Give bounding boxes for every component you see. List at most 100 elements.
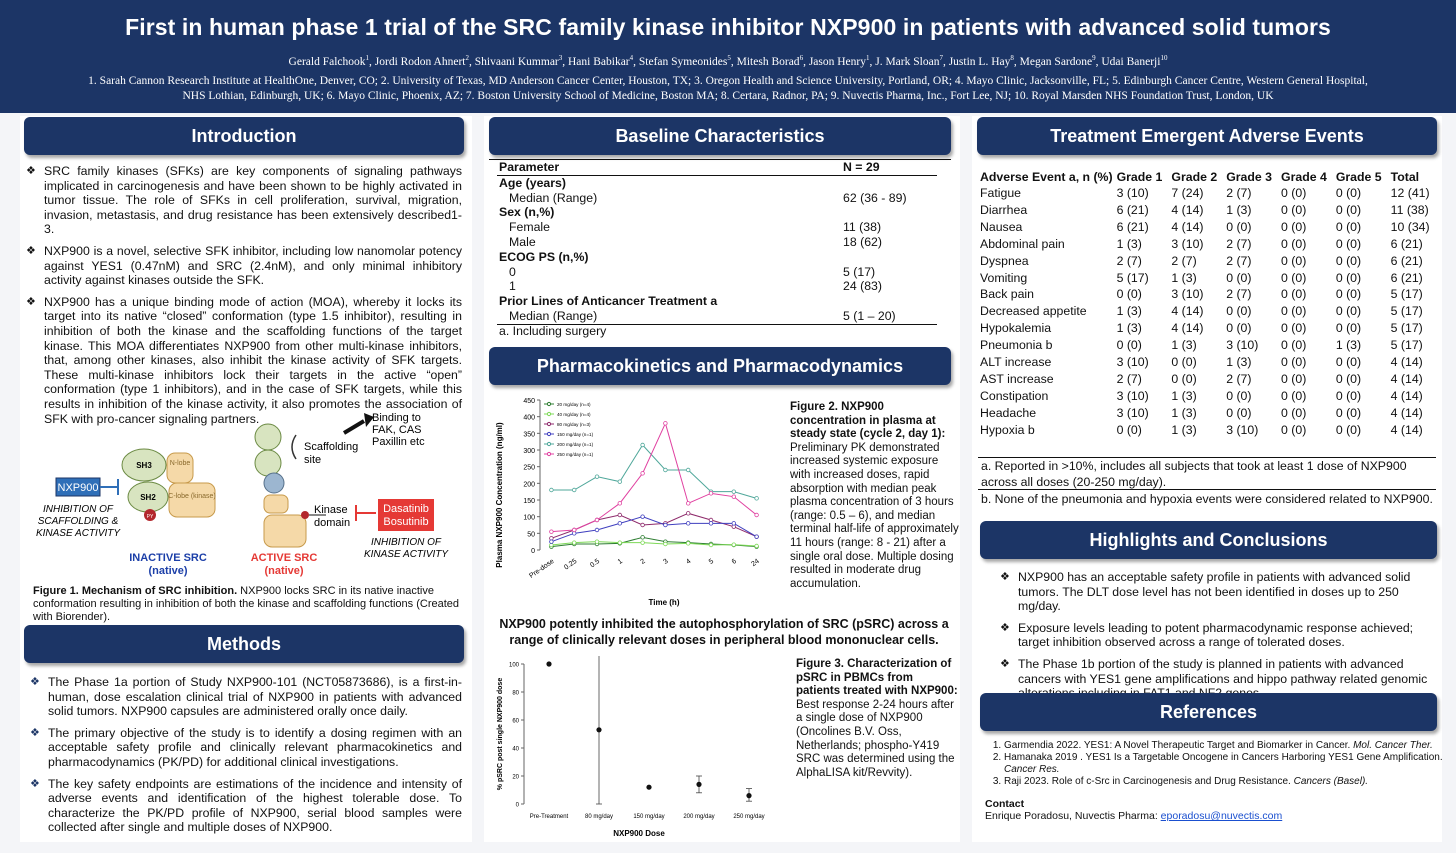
ae-cell: 0 (0) (1281, 219, 1307, 234)
pk-legend-marker (546, 441, 552, 447)
nlobe-label: N-lobe (170, 460, 191, 467)
pk-data-point (731, 494, 736, 499)
ae-event-name: Hypokalemia (980, 321, 1052, 336)
ae-cell: 5 (17) (1390, 304, 1423, 319)
ae-header-cell: Grade 3 (1226, 170, 1272, 184)
contact-email-link[interactable]: eporadosu@nuvectis.com (1160, 810, 1283, 822)
pk-legend-marker (546, 421, 552, 427)
ae-cell: 0 (0) (1335, 321, 1362, 336)
inhib-kinase-label: INHIBITION OF KINASE ACTIVITY (364, 537, 449, 560)
ae-cell: 0 (0) (1335, 371, 1362, 386)
ae-cell: 4 (14) (1171, 219, 1204, 234)
author: Mitesh Borad6 (736, 54, 804, 68)
pk-legend-label: 80 mg/day (n=3) (557, 422, 591, 427)
baseline-label: Sex (n,%) (499, 205, 555, 220)
ae-cell: 1 (3) (1226, 355, 1252, 370)
contact-label: Contact (985, 798, 1025, 810)
ae-cell: 12 (41) (1390, 186, 1430, 200)
ae-cell: 4 (14) (1171, 202, 1204, 217)
pk-legend-label: 40 mg/day (n=4) (557, 412, 591, 417)
pk-data-point (663, 522, 668, 528)
baseline-value: 5 (1 – 20) (841, 308, 937, 325)
ae-cell: 0 (0) (1335, 270, 1362, 285)
pk-data-point (663, 541, 668, 547)
ae-cell: 0 (0) (1171, 371, 1197, 386)
ae-cell: 5 (17) (1390, 321, 1423, 336)
pk-x-tick-label: 0.25 (563, 558, 578, 572)
baseline-label: 1 (509, 279, 516, 294)
pk-y-tick-label: 200 (523, 481, 535, 488)
ae-cell: 6 (21) (1116, 219, 1149, 234)
ae-row: Fatigue 3 (10) 7 (24) 2 (7) 0 (0) 0 (0) 12 (41… (978, 185, 1436, 202)
pd-y-tick-label: 80 (512, 691, 519, 697)
ae-cell: 1 (3) (1171, 405, 1197, 420)
author: Stefan Symeonides5 (638, 54, 731, 68)
methods-bullets: The Phase 1a portion of Study NXP900-101… (30, 675, 462, 842)
ae-row: Abdominal pain 1 (3) 3 (10) 2 (7) 0 (0) 0 (0)… (978, 236, 1436, 253)
ae-cell: 1 (3) (1116, 304, 1142, 319)
pk-data-point (708, 542, 714, 548)
ae-cell: 1 (3) (1171, 422, 1197, 437)
ae-cell: 0 (0) (1116, 287, 1142, 302)
intro-bullets: SRC family kinases (SFKs) are key compon… (26, 164, 462, 433)
inhib-scaffold-label: INHIBITION OF SCAFFOLDING & KINASE ACTIVIT… (36, 504, 121, 539)
pk-data-point (640, 442, 645, 448)
ae-header-cell: Grade 5 (1335, 170, 1382, 184)
ae-cell: 0 (0) (1226, 304, 1252, 319)
ae-event-name: Headache (980, 405, 1037, 420)
pk-data-point (617, 512, 622, 518)
ae-cell: 4 (14) (1390, 388, 1423, 403)
ae-cell: 4 (14) (1390, 355, 1423, 370)
ae-cell: 1 (3) (1116, 321, 1142, 336)
ae-row: AST increase 2 (7) 0 (0) 2 (7) 0 (0) 0 (0) 4 (… (978, 371, 1436, 388)
pk-data-point (685, 511, 691, 516)
pk-y-tick-label: 450 (523, 398, 535, 405)
baseline-row: 1 24 (83) (497, 279, 937, 294)
ae-cell: 1 (3) (1171, 270, 1197, 285)
pk-legend-label: 150 mg/day (n=1) (557, 432, 594, 437)
pk-data-point (754, 534, 759, 539)
pk-concentration-chart: 0 50 100 150 200 250 300 350 400 450 Pre-dose 0.25 0… (495, 398, 761, 607)
ae-cell: 0 (0) (1281, 287, 1307, 302)
clobe-label: C-lobe (kinase) (168, 493, 215, 500)
baseline-value (841, 205, 937, 220)
pk-data-point (549, 529, 554, 534)
pk-data-point (617, 479, 622, 484)
ae-row: Hypokalemia 1 (3) 4 (14) 0 (0) 0 (0) 0 (0) 5 (… (978, 320, 1436, 337)
ae-row: Vomiting 5 (17) 1 (3) 0 (0) 0 (0) 0 (0) 6 (21) (978, 270, 1436, 287)
ae-event-name: Hypoxia b (980, 422, 1035, 437)
intro-bullet: NXP900 has a unique binding mode of acti… (26, 295, 462, 426)
pk-data-point (708, 491, 714, 496)
author-list: Gerald Falchook1, Jordi Rodon Ahnert2, S… (288, 54, 1168, 68)
baseline-header-row: Parameter N = 29 (497, 160, 937, 176)
pk-legend-marker (546, 401, 552, 407)
ae-rule-2 (978, 489, 1436, 490)
ae-event-name: ALT increase (980, 355, 1052, 370)
ae-cell: 0 (0) (1171, 355, 1197, 370)
ae-cell: 3 (10) (1171, 236, 1204, 251)
pd-y-tick-label: 100 (509, 663, 520, 669)
active-src-label: ACTIVE SRC (251, 552, 318, 564)
baseline-row: Median (Range) 62 (36 - 89) (497, 191, 937, 206)
author: Udai Banerji10 (1101, 54, 1168, 68)
poster-title: First in human phase 1 trial of the SRC … (125, 14, 1331, 40)
pk-x-axis-title: Time (h) (649, 598, 680, 607)
baseline-footnote: a. Including surgery (499, 324, 607, 338)
pk-data-point (571, 487, 577, 493)
pk-y-tick-label: 50 (527, 531, 535, 538)
dasatinib-label: Dasatinib (383, 503, 429, 515)
author: Gerald Falchook1 (288, 54, 370, 68)
ae-cell: 3 (10) (1171, 287, 1204, 302)
ae-cell: 0 (0) (1335, 219, 1362, 234)
author: Jason Henry1 (808, 54, 870, 68)
pd-y-tick-label: 20 (512, 775, 519, 781)
ae-cell: 4 (14) (1171, 321, 1204, 336)
sh2-label: SH2 (140, 493, 156, 502)
ae-cell: 0 (0) (1281, 338, 1307, 353)
pk-data-point (731, 489, 736, 494)
highlight-bullet: NXP900 has an acceptable safety profile … (1000, 570, 1432, 614)
baseline-row: Prior Lines of Anticancer Treatment a (497, 294, 937, 309)
pk-data-point (663, 421, 668, 426)
pk-y-tick-label: 250 (523, 465, 535, 472)
